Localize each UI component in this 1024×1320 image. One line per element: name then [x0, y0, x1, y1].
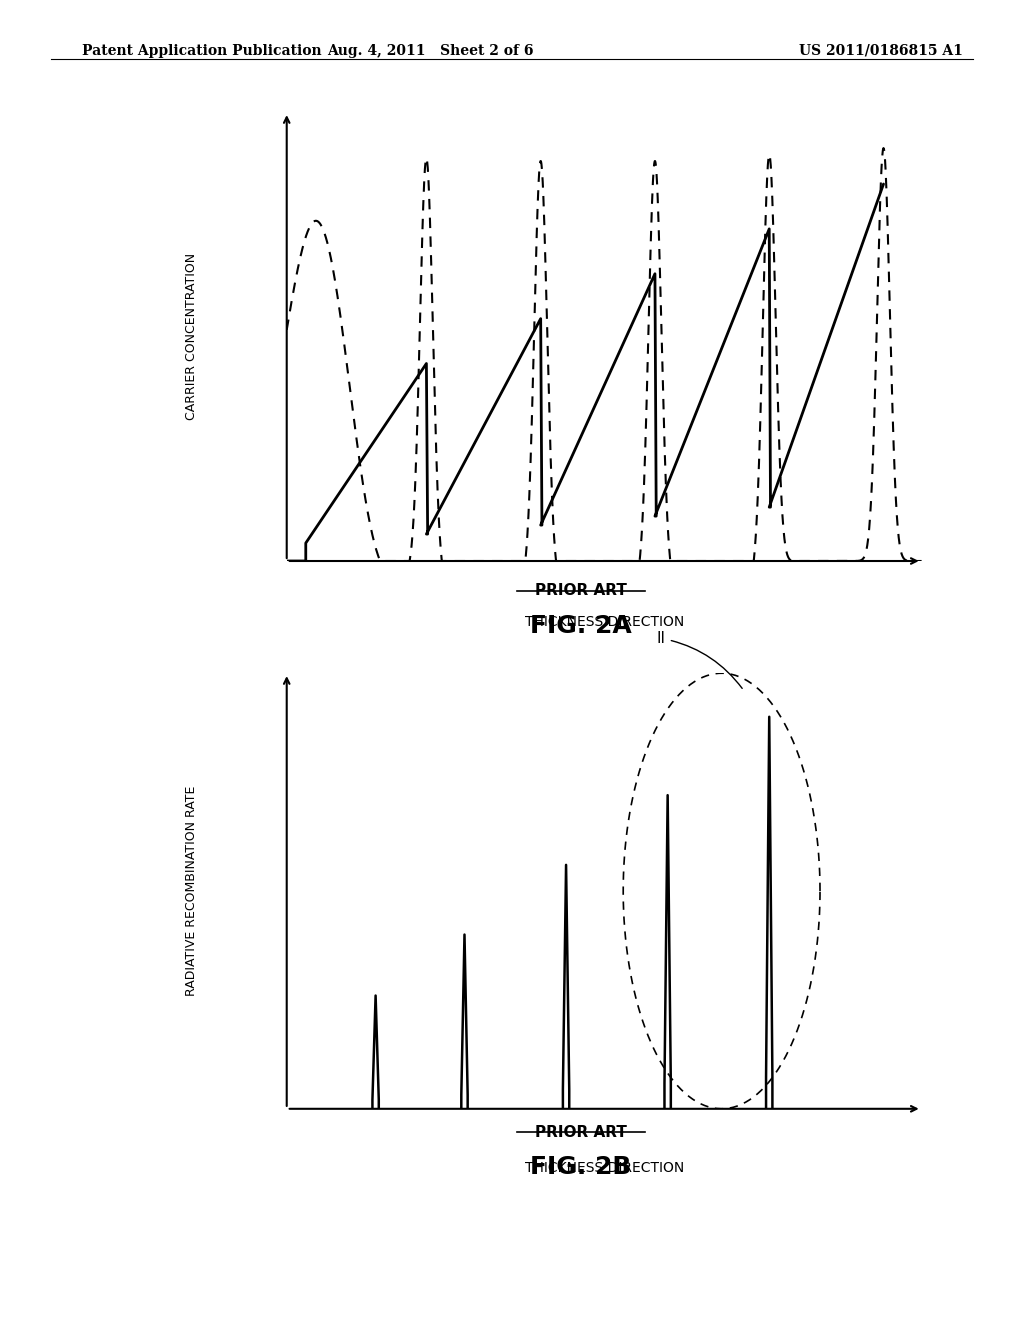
Text: US 2011/0186815 A1: US 2011/0186815 A1: [799, 44, 963, 58]
Text: II: II: [656, 631, 742, 689]
Text: THICKNESS DIRECTION: THICKNESS DIRECTION: [524, 615, 684, 628]
Text: Aug. 4, 2011   Sheet 2 of 6: Aug. 4, 2011 Sheet 2 of 6: [327, 44, 534, 58]
Text: FIG. 2A: FIG. 2A: [529, 614, 632, 638]
Text: Patent Application Publication: Patent Application Publication: [82, 44, 322, 58]
Text: PRIOR ART: PRIOR ART: [535, 1125, 627, 1139]
Text: PRIOR ART: PRIOR ART: [535, 583, 627, 598]
Text: CARRIER CONCENTRATION: CARRIER CONCENTRATION: [185, 253, 198, 420]
Text: FIG. 2B: FIG. 2B: [530, 1155, 631, 1179]
Text: THICKNESS DIRECTION: THICKNESS DIRECTION: [524, 1162, 684, 1175]
Text: RADIATIVE RECOMBINATION RATE: RADIATIVE RECOMBINATION RATE: [185, 785, 198, 997]
